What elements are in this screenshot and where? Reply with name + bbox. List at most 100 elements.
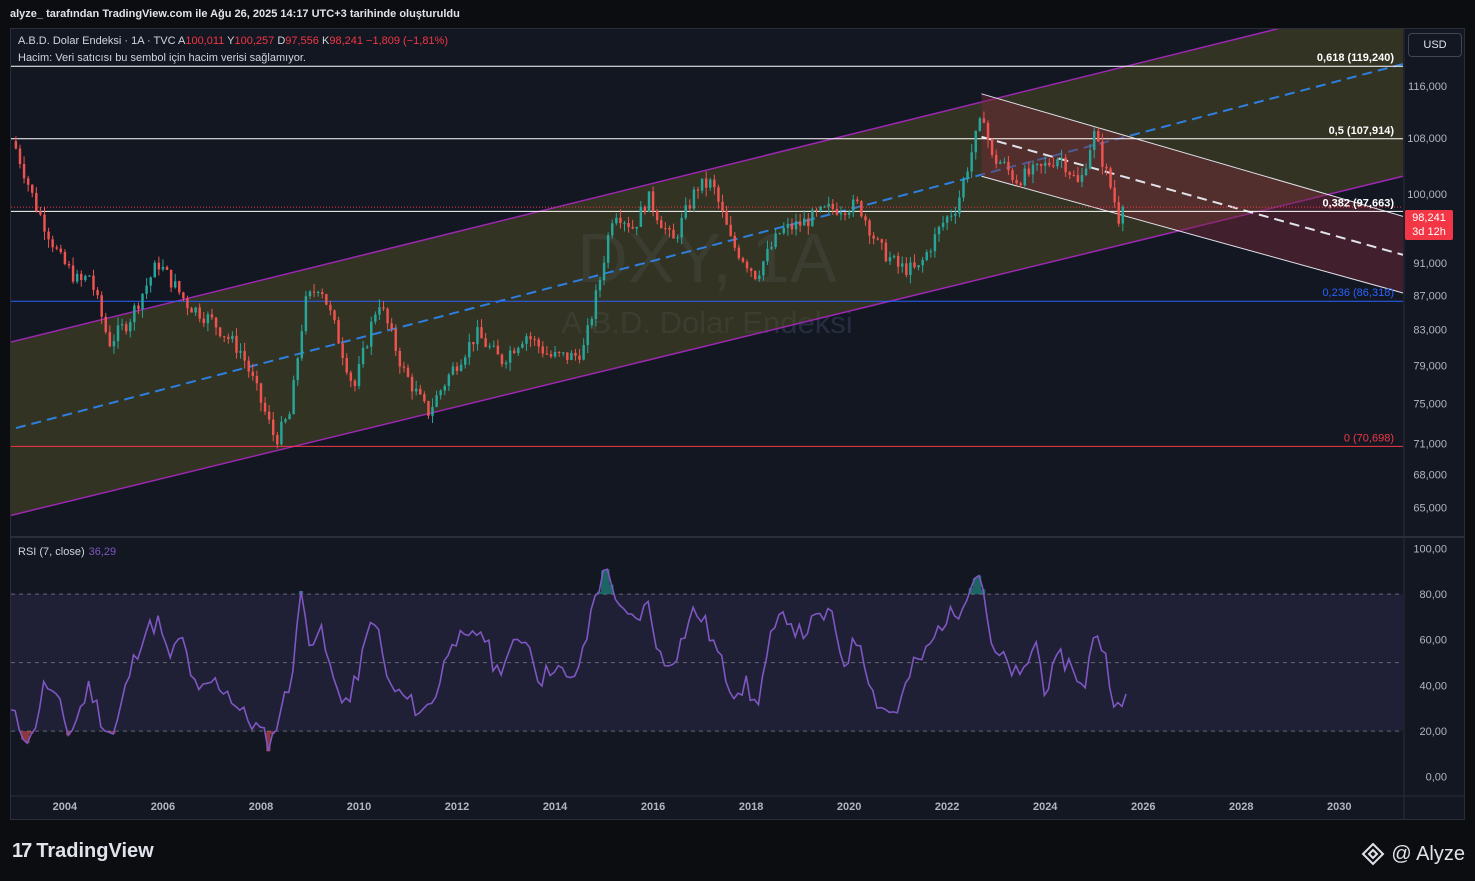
candle-body bbox=[243, 351, 246, 361]
tradingview-logo-icon: 17 bbox=[12, 840, 32, 862]
candle-body bbox=[272, 419, 275, 436]
candle-body bbox=[55, 247, 58, 249]
candle-body bbox=[786, 224, 790, 229]
candle-body bbox=[300, 331, 304, 359]
candle-body bbox=[615, 217, 618, 224]
candle-body bbox=[1121, 207, 1125, 224]
candle-body bbox=[512, 350, 516, 354]
open-label: A bbox=[177, 35, 186, 47]
candle-body bbox=[120, 324, 124, 326]
candle-body bbox=[590, 318, 594, 326]
candle-body bbox=[664, 228, 667, 230]
candle-body bbox=[725, 211, 728, 225]
candle-body bbox=[574, 352, 577, 356]
candle-body bbox=[378, 307, 381, 315]
candle-body bbox=[1035, 163, 1039, 165]
candle-body bbox=[905, 263, 908, 275]
candle-body bbox=[843, 213, 847, 215]
candle-body bbox=[133, 305, 136, 323]
candle-body bbox=[231, 335, 234, 339]
fib-level-label: 0,618 (119,240) bbox=[1317, 52, 1394, 64]
candle-body bbox=[741, 258, 745, 262]
candle-body bbox=[255, 376, 259, 384]
rsi-label: RSI (7, close) bbox=[18, 546, 85, 558]
candle-body bbox=[259, 383, 263, 403]
candle-body bbox=[672, 229, 675, 239]
candle-body bbox=[676, 237, 679, 239]
candle-body bbox=[647, 191, 651, 213]
candle-body bbox=[578, 355, 581, 360]
candle-body bbox=[811, 209, 814, 227]
candle-body bbox=[492, 345, 496, 347]
candle-body bbox=[541, 346, 545, 354]
candle-body bbox=[1011, 170, 1014, 181]
candle-body bbox=[386, 308, 389, 324]
candle-body bbox=[202, 318, 206, 324]
candle-body bbox=[631, 227, 634, 229]
symbol-name[interactable]: A.B.D. Dolar Endeksi · 1A · TVC bbox=[18, 35, 176, 47]
candle-body bbox=[292, 380, 295, 415]
time-axis-tick: 2012 bbox=[445, 801, 469, 813]
time-axis-tick: 2010 bbox=[347, 801, 371, 813]
candle-body bbox=[321, 291, 324, 295]
candle-body bbox=[582, 344, 585, 360]
candle-body bbox=[941, 222, 945, 227]
candle-body bbox=[1080, 175, 1084, 182]
candle-body bbox=[660, 220, 663, 229]
candle-body bbox=[762, 261, 765, 276]
price-axis-tick: 91,000 bbox=[1413, 258, 1447, 270]
candle-body bbox=[451, 366, 455, 375]
price-pane: DXY, 1AA.B.D. Dolar Endeksi bbox=[11, 29, 1403, 517]
time-axis-tick: 2026 bbox=[1131, 801, 1155, 813]
close-value: 98,241 bbox=[329, 35, 363, 47]
candle-body bbox=[210, 314, 214, 318]
descending-channel-fill bbox=[981, 93, 1403, 293]
candle-body bbox=[443, 385, 446, 391]
candle-body bbox=[1031, 164, 1035, 175]
price-axis-tick: 87,000 bbox=[1413, 290, 1447, 302]
candle-body bbox=[59, 248, 63, 253]
candle-body bbox=[18, 148, 22, 164]
candle-body bbox=[284, 419, 287, 422]
candle-body bbox=[333, 310, 336, 321]
currency-button[interactable]: USD bbox=[1408, 33, 1462, 57]
candle-body bbox=[692, 189, 696, 209]
candle-body bbox=[594, 290, 598, 319]
rsi-line bbox=[11, 568, 1127, 752]
candle-body bbox=[688, 205, 692, 209]
candle-body bbox=[288, 414, 291, 420]
candle-body bbox=[455, 366, 459, 371]
rsi-legend[interactable]: RSI (7, close) 36,29 bbox=[18, 546, 116, 558]
candle-body bbox=[598, 280, 602, 291]
rsi-value: 36,29 bbox=[88, 546, 117, 558]
candle-body bbox=[496, 345, 500, 355]
candle-body bbox=[901, 263, 904, 267]
rsi-axis-tick: 100,00 bbox=[1413, 543, 1447, 555]
last-price: 98,241 bbox=[1412, 212, 1446, 224]
candle-body bbox=[562, 352, 565, 354]
candle-body bbox=[668, 228, 671, 230]
candle-body bbox=[835, 208, 839, 215]
candle-body bbox=[447, 374, 451, 386]
time-axis-tick: 2016 bbox=[641, 801, 665, 813]
candle-body bbox=[239, 351, 242, 353]
candle-body bbox=[1043, 162, 1047, 166]
candle-body bbox=[1113, 187, 1116, 203]
time-axis-tick: 2008 bbox=[249, 801, 273, 813]
candle-body bbox=[982, 118, 986, 123]
candle-body bbox=[63, 252, 67, 265]
candle-body bbox=[500, 354, 504, 365]
candle-body bbox=[721, 201, 724, 212]
tradingview-logo[interactable]: 17 TradingView bbox=[12, 840, 154, 863]
candle-body bbox=[999, 162, 1002, 164]
candle-body bbox=[1048, 162, 1051, 166]
fib-level-label: 0,236 (86,318) bbox=[1322, 287, 1394, 299]
candle-body bbox=[423, 394, 426, 402]
candle-body bbox=[35, 192, 38, 212]
volume-note: Hacim: Veri satıcısı bu sembol için haci… bbox=[18, 52, 306, 64]
candle-body bbox=[370, 321, 373, 347]
candle-body bbox=[325, 294, 328, 305]
candle-body bbox=[508, 350, 512, 363]
candle-body bbox=[88, 275, 91, 277]
